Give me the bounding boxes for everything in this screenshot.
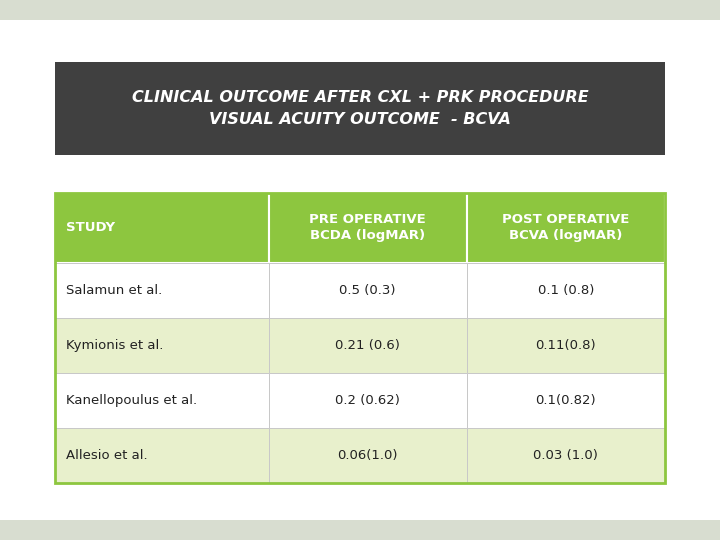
Bar: [467, 428, 665, 483]
Bar: [55, 318, 269, 373]
Bar: [269, 373, 467, 428]
Text: Allesio et al.: Allesio et al.: [66, 449, 148, 462]
Bar: [269, 193, 467, 263]
Bar: [467, 318, 665, 373]
Text: Salamun et al.: Salamun et al.: [66, 284, 162, 297]
Text: 0.06(1.0): 0.06(1.0): [338, 449, 398, 462]
Text: 0.03 (1.0): 0.03 (1.0): [534, 449, 598, 462]
Bar: [467, 193, 665, 263]
Text: 0.21 (0.6): 0.21 (0.6): [336, 339, 400, 352]
Bar: [55, 263, 269, 318]
Bar: [55, 193, 269, 263]
Text: CLINICAL OUTCOME AFTER CXL + PRK PROCEDURE
VISUAL ACUITY OUTCOME  - BCVA: CLINICAL OUTCOME AFTER CXL + PRK PROCEDU…: [132, 90, 588, 127]
Text: 0.1(0.82): 0.1(0.82): [536, 394, 596, 407]
Bar: [269, 428, 467, 483]
Text: 0.2 (0.62): 0.2 (0.62): [336, 394, 400, 407]
Bar: [55, 62, 665, 155]
Text: PRE OPERATIVE
BCDA (logMAR): PRE OPERATIVE BCDA (logMAR): [310, 213, 426, 242]
Bar: [467, 373, 665, 428]
Bar: [55, 193, 665, 483]
Bar: [467, 263, 665, 318]
Bar: [55, 373, 269, 428]
Text: POST OPERATIVE
BCVA (logMAR): POST OPERATIVE BCVA (logMAR): [502, 213, 629, 242]
Bar: [269, 318, 467, 373]
Text: Kanellopoulus et al.: Kanellopoulus et al.: [66, 394, 197, 407]
Text: 0.1 (0.8): 0.1 (0.8): [538, 284, 594, 297]
Text: 0.11(0.8): 0.11(0.8): [536, 339, 596, 352]
Text: 0.5 (0.3): 0.5 (0.3): [339, 284, 396, 297]
Bar: [269, 263, 467, 318]
Text: Kymionis et al.: Kymionis et al.: [66, 339, 163, 352]
Bar: [0, 0, 720, 20]
Bar: [55, 428, 269, 483]
Bar: [0, 520, 720, 540]
Text: STUDY: STUDY: [66, 221, 115, 234]
